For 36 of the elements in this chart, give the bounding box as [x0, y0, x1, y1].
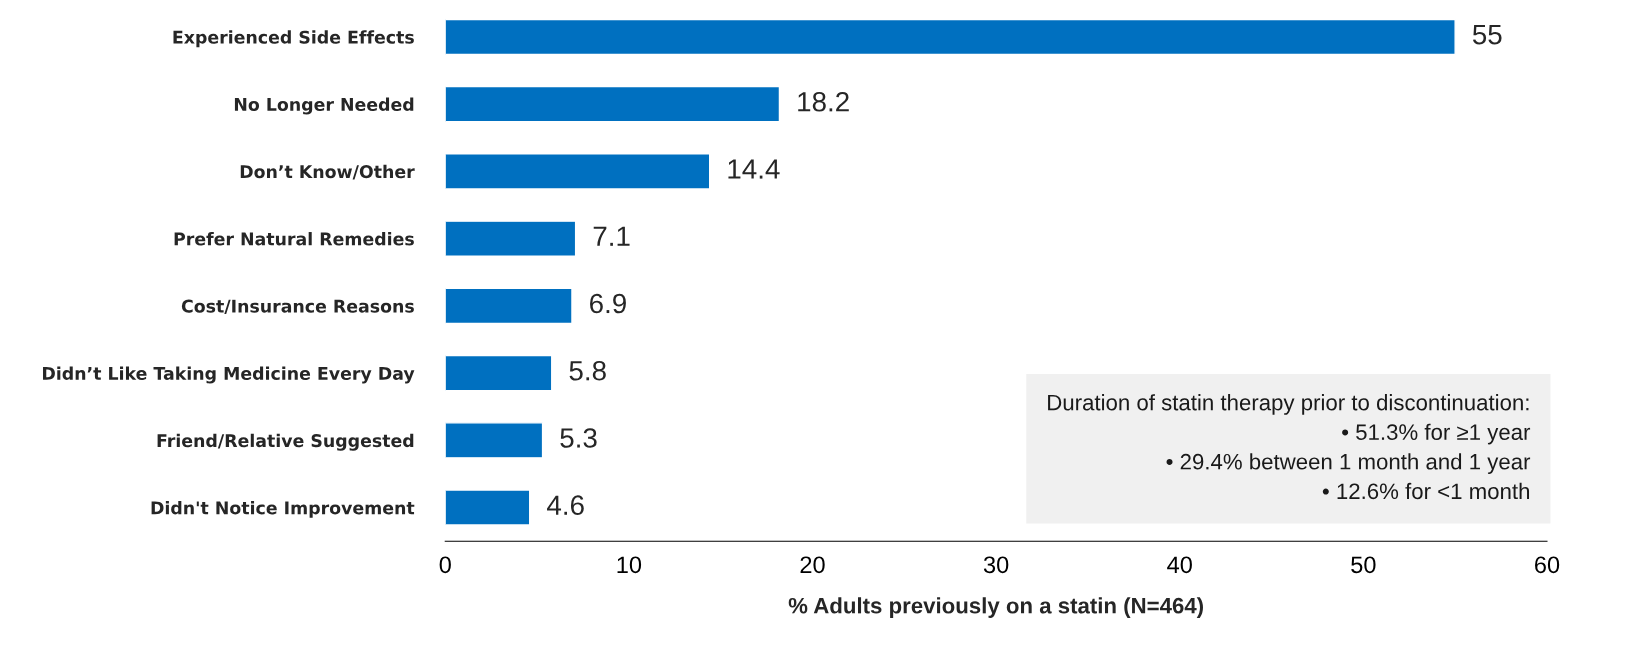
x-tick-label: 30 — [983, 556, 1009, 574]
bar — [445, 220, 577, 257]
x-tick-label: 50 — [1351, 556, 1376, 574]
annotation: • 29.4% between 1 month and 1 year — [1166, 453, 1531, 474]
y-tick-label: Didn't Notice Improvement — [151, 500, 415, 518]
data-label: 4.6 — [547, 495, 584, 516]
data-label: 18.2 — [798, 91, 849, 112]
data-label: 7.1 — [593, 226, 630, 246]
annotation: • 12.6% for <1 month — [1322, 482, 1530, 500]
y-tick-label: Prefer Natural Remedies — [174, 232, 414, 246]
x-axis-title: % Adults previously on a statin (N=464) — [788, 597, 1203, 618]
data-label: 14.4 — [728, 159, 780, 179]
bar — [445, 153, 711, 190]
y-tick-label: Friend/Relative Suggested — [157, 433, 414, 451]
x-tick-label: 20 — [800, 556, 825, 574]
x-tick-label: 0 — [439, 556, 451, 574]
data-label: 55 — [1472, 24, 1502, 45]
y-tick-label: Don’t Know/Other — [240, 164, 415, 180]
y-tick-label: Cost/Insurance Reasons — [181, 299, 414, 315]
y-tick-label: No Longer Needed — [234, 97, 414, 115]
annotation: • 51.3% for ≥1 year — [1342, 423, 1531, 445]
x-tick-label: 40 — [1167, 556, 1192, 574]
bar — [445, 422, 544, 459]
x-tick-label: 60 — [1535, 556, 1560, 574]
bar — [445, 18, 1456, 56]
y-tick-label: Didn’t Like Taking Medicine Every Day — [43, 366, 415, 384]
bar — [445, 354, 553, 392]
bar — [445, 287, 573, 325]
x-tick-label: 10 — [617, 556, 642, 574]
data-label: 5.3 — [560, 428, 597, 448]
data-label: 6.9 — [590, 293, 626, 314]
annotation: Duration of statin therapy prior to discontinuation: — [1048, 394, 1529, 415]
data-label: 5.8 — [569, 360, 606, 381]
y-tick-label: Experienced Side Effects — [173, 30, 414, 48]
bar — [445, 85, 781, 123]
bar — [445, 489, 531, 526]
